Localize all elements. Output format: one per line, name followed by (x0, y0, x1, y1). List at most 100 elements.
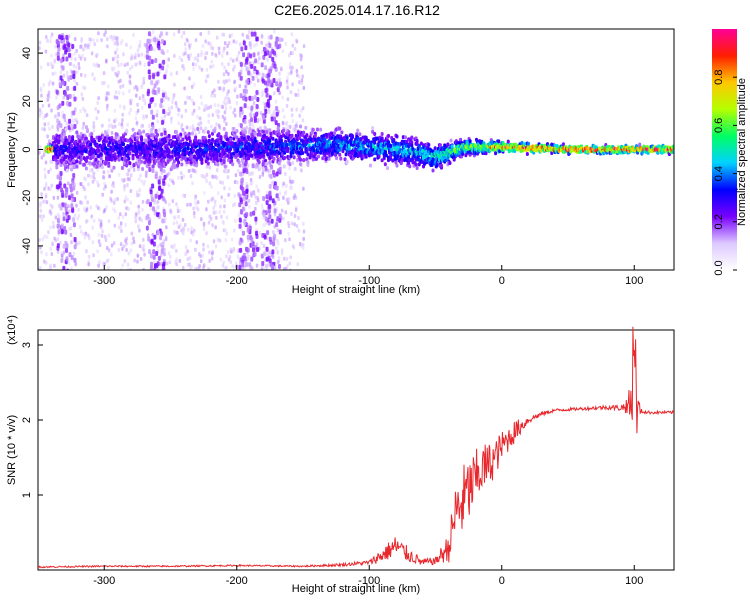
spectrogram-cell (141, 166, 145, 171)
spectrogram-cell (201, 174, 205, 179)
spectrogram-cell (236, 148, 240, 153)
spectrogram-cell (65, 243, 69, 249)
spectrogram-cell (101, 192, 104, 197)
spectrogram-cell (192, 82, 196, 87)
spectrogram-cell (43, 234, 46, 239)
spectrogram-cell (49, 246, 52, 251)
spectrogram-cell (126, 183, 129, 188)
spectrogram-cell (296, 93, 300, 98)
spectrogram-cell (130, 241, 134, 246)
spectrogram-cell (136, 102, 139, 107)
spectrogram-cell (167, 171, 171, 176)
spectrogram-cell (92, 62, 96, 67)
spectrogram-cell (254, 216, 258, 222)
spectrogram-cell (281, 108, 285, 113)
spectrogram-cell (275, 37, 279, 43)
spectrogram-cell (62, 53, 65, 58)
spectrogram-cell (148, 124, 151, 129)
spectrogram-cell (253, 66, 257, 72)
spectrogram-cell (291, 43, 294, 48)
spectrogram-cell (49, 34, 53, 39)
spectrogram-cell (410, 143, 414, 148)
spectrogram-cell (62, 113, 66, 119)
spectrogram-cell (134, 116, 138, 121)
spectrogram-cell (122, 134, 126, 139)
spectrogram-cell (100, 38, 103, 43)
spectrogram-cell (92, 171, 96, 176)
spectrogram-cell (275, 81, 279, 87)
spectrogram-cell (189, 125, 192, 130)
spectrogram-cell (129, 200, 133, 205)
spectrogram-cell (241, 230, 245, 236)
spectrogram-cell (73, 257, 77, 263)
spectrogram-cell (138, 96, 142, 101)
spectrogram-cell (98, 260, 101, 265)
spectrogram-cell (147, 233, 150, 238)
spectrogram-cell (117, 79, 120, 84)
spectrogram-cell (65, 188, 69, 194)
spectrogram-cell (438, 143, 442, 148)
spectrogram-cell (92, 38, 95, 43)
spectrogram-cell (162, 261, 166, 267)
spectrogram-cell (58, 81, 62, 87)
spectrogram-cell (276, 227, 280, 232)
spectrogram-cell (69, 187, 73, 193)
spectrogram-cell (241, 32, 245, 37)
spectrogram-cell (209, 104, 212, 109)
spectrogram-cell (222, 72, 226, 77)
spectrogram-cell (272, 91, 276, 96)
spectrogram-cell (301, 150, 305, 155)
spectrogram-cell (298, 113, 301, 118)
spectrogram-cell (236, 168, 240, 173)
spectrogram-cell (301, 106, 305, 111)
spectrogram-cell (93, 42, 96, 47)
spectrogram-cell (113, 223, 117, 228)
spectrogram-cell (264, 65, 268, 71)
spectrogram-cell (271, 198, 275, 204)
spectrogram-cell (293, 193, 297, 198)
spectrogram-cell (250, 31, 254, 37)
spectrogram-cell (282, 195, 285, 200)
spectrogram-cell (57, 111, 61, 117)
spectrogram-cell (53, 59, 56, 64)
spectrogram-cell (344, 152, 348, 157)
spectrogram-cell (170, 154, 174, 159)
spectrogram-cell (295, 69, 299, 74)
spectrogram-cell (136, 48, 140, 53)
spectrogram-cell (253, 115, 257, 121)
spectrogram-cell (123, 184, 126, 189)
spectrogram-cell (275, 111, 279, 117)
spectrogram-cell (273, 208, 277, 214)
spectrogram-cell (73, 244, 77, 250)
spectrogram-cell (85, 113, 89, 118)
spectrogram-cell (106, 245, 109, 250)
spectrogram-cell (171, 100, 174, 105)
spectrogram-cell (49, 39, 52, 44)
spectrogram-cell (290, 107, 294, 112)
spectrogram-cell (99, 156, 103, 161)
spectrogram-cell (117, 247, 121, 252)
spectrogram-cell (252, 190, 256, 196)
spectrogram-cell (243, 119, 247, 125)
spectrogram-cell (39, 203, 42, 208)
spectrogram-cell (127, 168, 131, 173)
spectrogram-cell (194, 38, 198, 43)
spectrogram-cell (258, 230, 262, 235)
spectrogram-cell (213, 199, 217, 204)
spectrogram-cell (270, 116, 274, 122)
spectrogram-cell (266, 73, 270, 79)
spectrogram-cell (187, 56, 191, 61)
spectrogram-cell (252, 43, 256, 48)
spectrogram-cell (236, 180, 239, 185)
spectrogram-cell (283, 267, 286, 270)
spectrogram-cell (408, 164, 412, 169)
spectrogram-cell (162, 109, 166, 115)
spectrogram-cell (141, 123, 145, 128)
spectrogram-cell (178, 55, 181, 60)
spectrogram-cell (177, 29, 181, 34)
spectrogram-cell (161, 92, 165, 98)
spectrogram-cell (115, 47, 119, 52)
spectrogram-cell (258, 174, 262, 179)
spectrogram-cell (170, 105, 174, 110)
spectrogram-cell (97, 232, 101, 237)
